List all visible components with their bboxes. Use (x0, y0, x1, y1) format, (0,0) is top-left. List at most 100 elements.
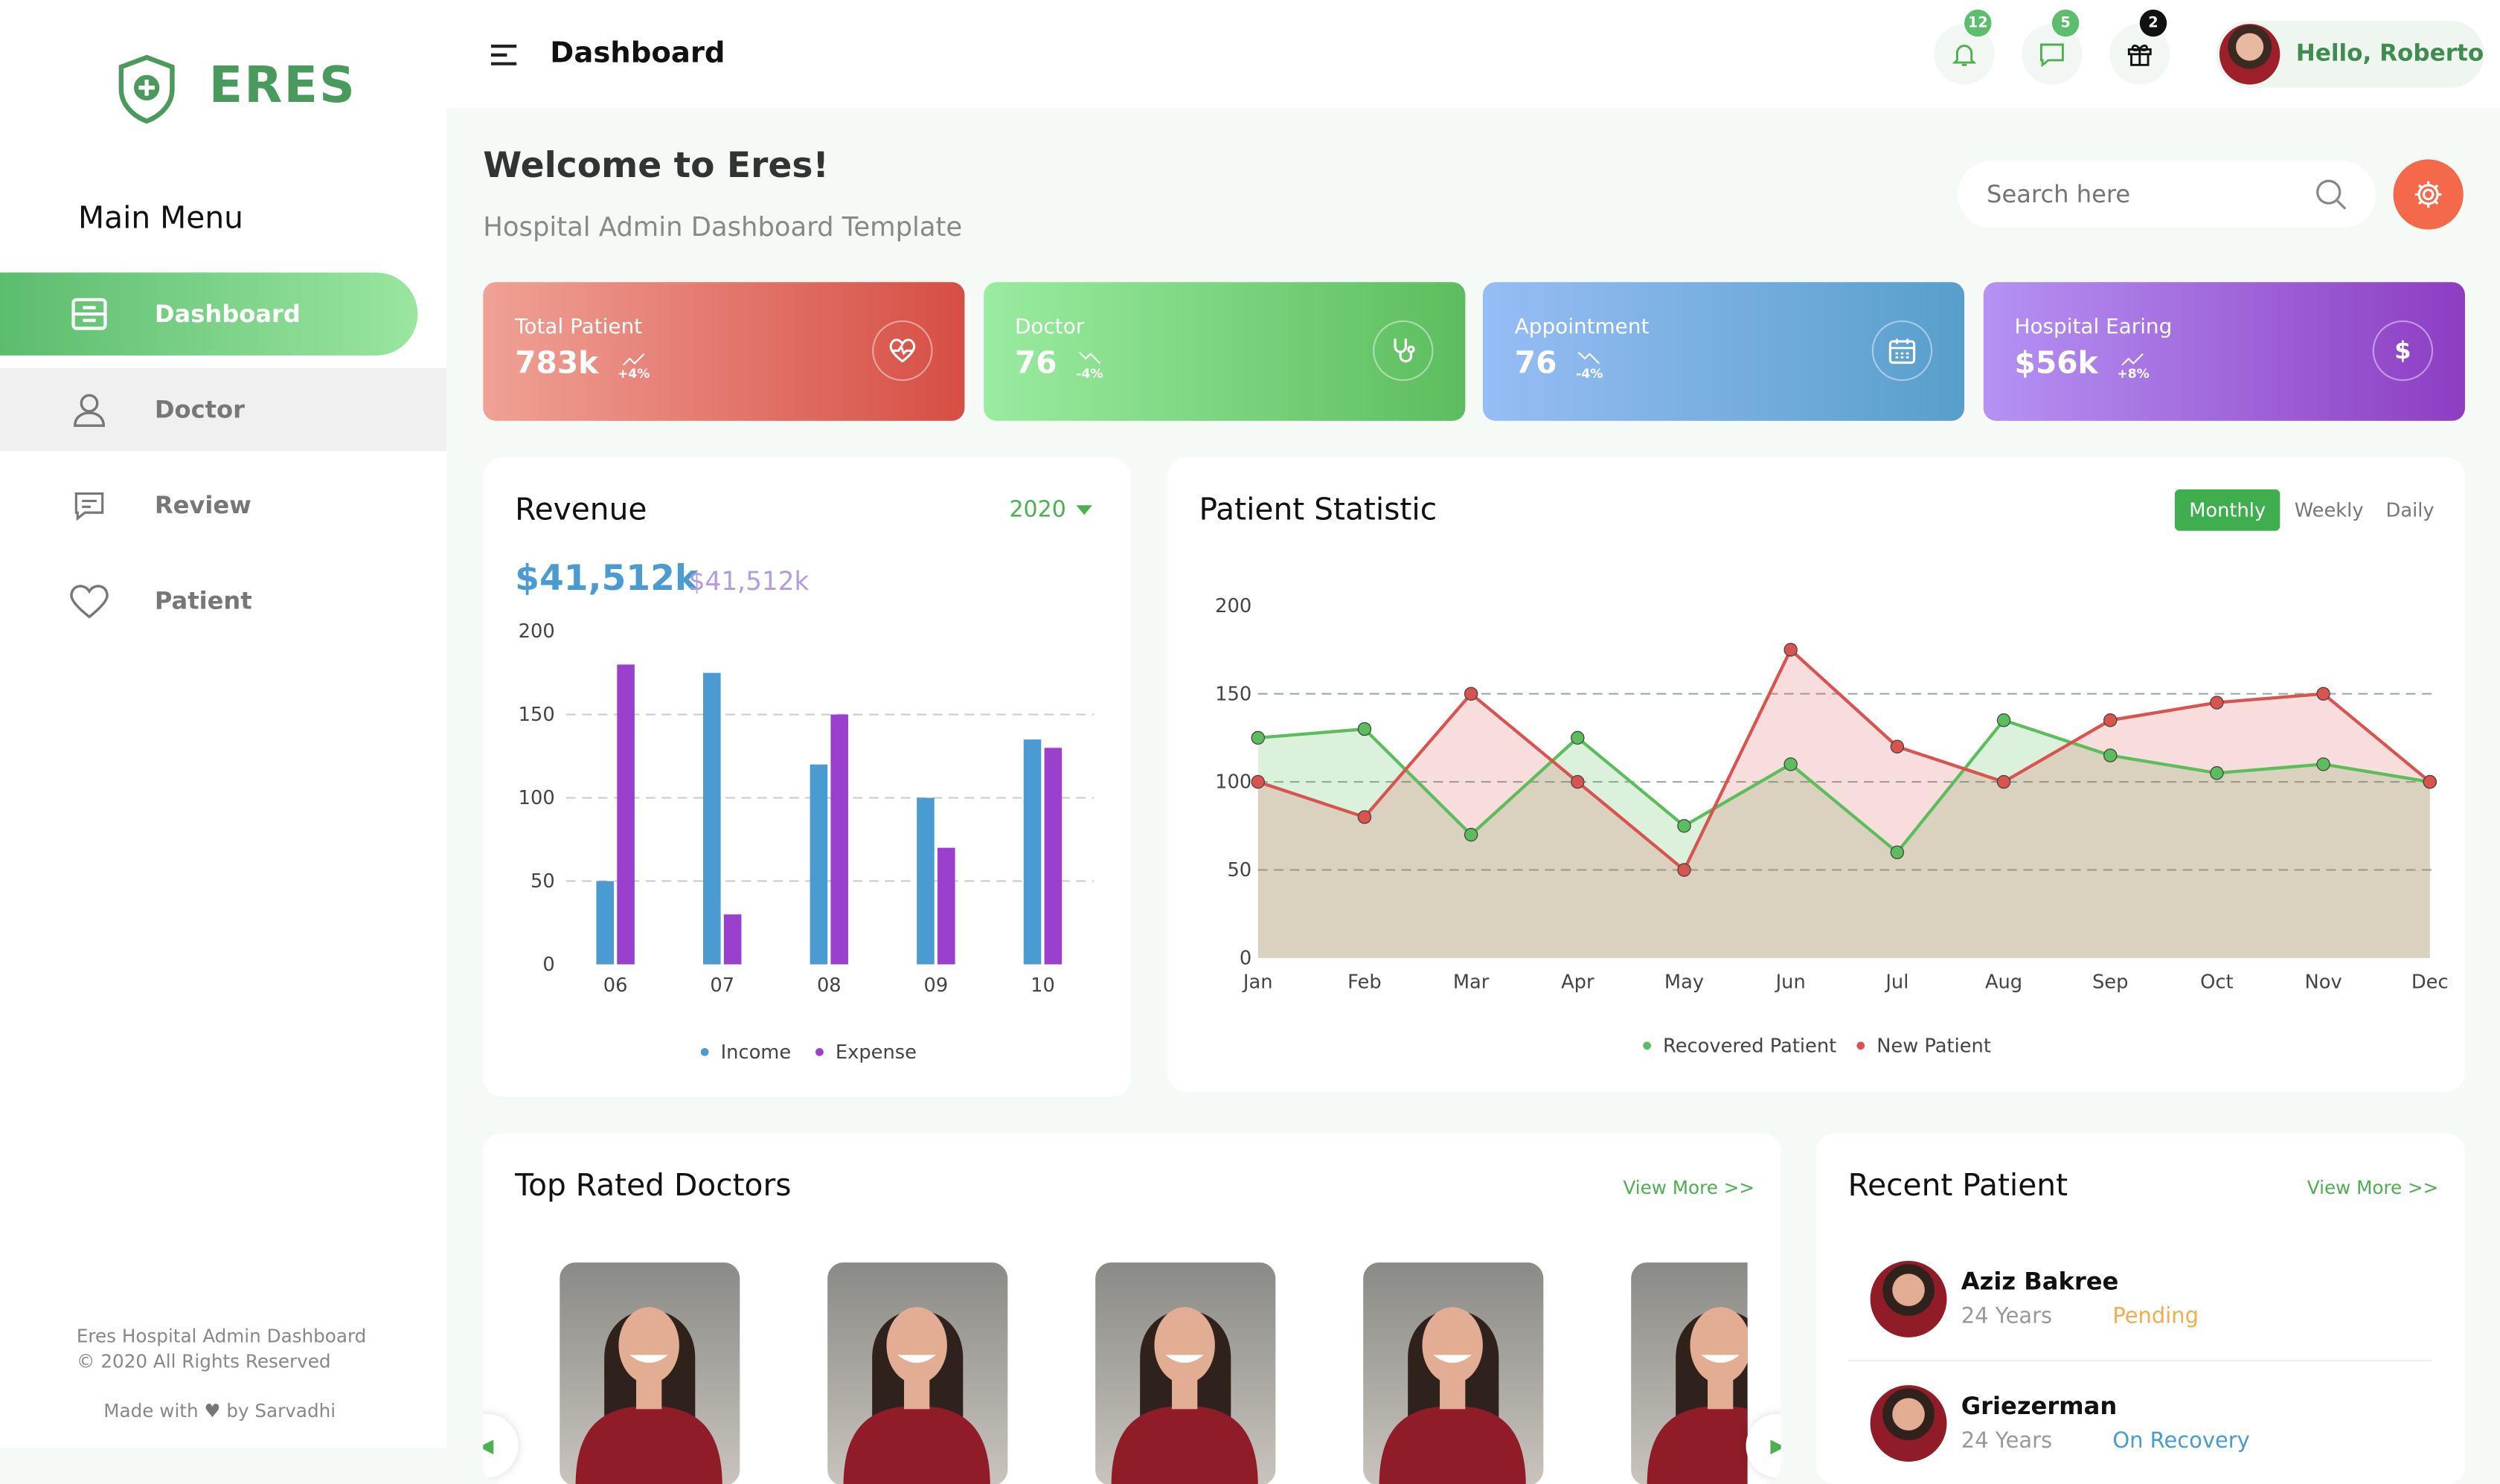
y-tick-label: 150 (519, 704, 555, 726)
series-area (1257, 720, 2430, 958)
notifications-button[interactable]: 12 (1934, 9, 1995, 85)
income-bar[interactable] (1023, 739, 1042, 965)
data-point[interactable] (1464, 827, 1478, 842)
data-point[interactable] (1996, 713, 2011, 727)
y-tick-label: 200 (1215, 595, 1251, 617)
doctor-photo[interactable] (827, 1262, 1008, 1484)
patient-status: On Recovery (2112, 1428, 2250, 1454)
top-doctors-card: Top Rated Doctors View More >> ◀ ▶ (483, 1133, 1781, 1484)
doctor-photo[interactable] (560, 1262, 740, 1484)
stat-label: Appointment (1514, 315, 1650, 340)
stat-change: +8% (2117, 366, 2150, 382)
messages-button[interactable]: 5 (2022, 9, 2083, 85)
data-point[interactable] (2210, 766, 2224, 780)
stat-card[interactable]: Hospital Earing $56k +8% $ (1982, 282, 2464, 421)
carousel-next-button[interactable]: ▶ (1746, 1413, 1781, 1478)
recent-title: Recent Patient (1847, 1168, 2068, 1204)
patient-name[interactable]: Griezerman (1961, 1391, 2118, 1421)
avatar (2219, 24, 2281, 85)
stat-change: -4% (1076, 366, 1103, 382)
chevron-left-icon: ◀ (483, 1435, 493, 1457)
x-tick-label: Sep (2092, 971, 2128, 994)
data-point[interactable] (2103, 748, 2118, 762)
sidebar-footer: Eres Hospital Admin Dashboard © 2020 All … (77, 1323, 366, 1375)
data-point[interactable] (1357, 722, 1372, 736)
sidebar-item-review[interactable]: Review (0, 464, 446, 547)
tab-weekly[interactable]: Weekly (2294, 498, 2364, 521)
x-tick-label: 08 (817, 974, 842, 997)
data-point[interactable] (1251, 730, 1265, 745)
data-point[interactable] (1571, 730, 1585, 745)
stat-card[interactable]: Total Patient 783k +4% (483, 282, 965, 421)
caret-down-icon (1075, 505, 1092, 523)
data-point[interactable] (1890, 845, 1905, 860)
data-point[interactable] (1251, 774, 1265, 789)
top-doctors-title: Top Rated Doctors (515, 1168, 792, 1204)
x-tick-label: Mar (1453, 971, 1490, 994)
data-point[interactable] (1783, 757, 1798, 771)
chevron-right-icon: ▶ (1770, 1435, 1781, 1457)
data-point[interactable] (1464, 687, 1478, 701)
sidebar-item-doctor[interactable]: Doctor (0, 368, 447, 452)
menu-toggle-icon[interactable] (491, 45, 517, 65)
data-point[interactable] (1357, 810, 1372, 824)
gifts-button[interactable]: 2 (2109, 9, 2170, 85)
data-point[interactable] (2210, 696, 2224, 710)
gear-icon (2414, 181, 2442, 208)
stat-label: Doctor (1014, 315, 1085, 340)
data-point[interactable] (2103, 713, 2118, 727)
x-tick-label: 10 (1031, 974, 1055, 997)
legend-marker (1856, 1041, 1865, 1050)
income-bar[interactable] (703, 672, 721, 965)
stat-card[interactable]: Doctor 76 -4% (983, 282, 1465, 421)
divider (1847, 1359, 2432, 1362)
data-point[interactable] (1677, 863, 1691, 877)
data-point[interactable] (1996, 774, 2011, 789)
patient-name[interactable]: Aziz Bakree (1961, 1267, 2119, 1297)
user-menu[interactable]: Hello, Roberto (2216, 20, 2484, 88)
greeting: Hello, Roberto (2295, 41, 2484, 68)
x-tick-label: 09 (924, 974, 949, 997)
message-badge: 5 (2051, 9, 2080, 37)
doctor-photo[interactable] (1631, 1262, 1748, 1484)
sidebar-item-patient[interactable]: Patient (0, 559, 446, 642)
expense-bar[interactable] (830, 714, 849, 965)
made-with: Made with ♥ by Sarvadhi (103, 1398, 336, 1423)
data-point[interactable] (1890, 739, 1905, 754)
charts-layer: 0 50 100 150 200 06 07 08 09 10 Income Expense 0 50 10… (519, 595, 2449, 1064)
income-bar[interactable] (596, 881, 615, 965)
data-point[interactable] (2316, 757, 2330, 771)
income-bar[interactable] (917, 797, 935, 965)
doctor-photo[interactable] (1363, 1262, 1544, 1484)
view-more-patients-link[interactable]: View More >> (2307, 1176, 2439, 1199)
search-box[interactable] (1958, 161, 2376, 228)
y-tick-label: 50 (1227, 859, 1251, 881)
patient-status: Pending (2112, 1303, 2199, 1330)
expense-bar[interactable] (723, 914, 742, 965)
expense-bar[interactable] (1044, 748, 1062, 965)
data-point[interactable] (2316, 687, 2330, 701)
carousel-prev-button[interactable]: ◀ (483, 1413, 519, 1478)
welcome-title: Welcome to Eres! (483, 147, 829, 187)
data-point[interactable] (1571, 774, 1585, 789)
year-dropdown[interactable]: 2020 (1009, 498, 1092, 523)
data-point[interactable] (1783, 643, 1798, 657)
sidebar-item-dashboard[interactable]: Dashboard (0, 272, 418, 356)
tab-daily[interactable]: Daily (2385, 498, 2435, 521)
gift-icon (2127, 44, 2152, 66)
view-more-doctors-link[interactable]: View More >> (1623, 1176, 1755, 1199)
expense-bar[interactable] (938, 847, 955, 965)
expense-bar[interactable] (617, 664, 635, 965)
tab-monthly[interactable]: Monthly (2174, 489, 2281, 531)
search-icon[interactable] (2315, 179, 2347, 211)
notification-badge: 12 (1964, 9, 1992, 37)
x-tick-label: Dec (2411, 971, 2449, 994)
settings-button[interactable] (2393, 159, 2464, 230)
income-bar[interactable] (810, 764, 828, 965)
doctor-photo[interactable] (1095, 1262, 1276, 1484)
stat-card[interactable]: Appointment 76 -4% (1482, 282, 1965, 421)
data-point[interactable] (1677, 819, 1691, 833)
search-input[interactable] (1987, 180, 2315, 209)
data-point[interactable] (2423, 774, 2437, 789)
stat-label: Total Patient (515, 315, 643, 340)
